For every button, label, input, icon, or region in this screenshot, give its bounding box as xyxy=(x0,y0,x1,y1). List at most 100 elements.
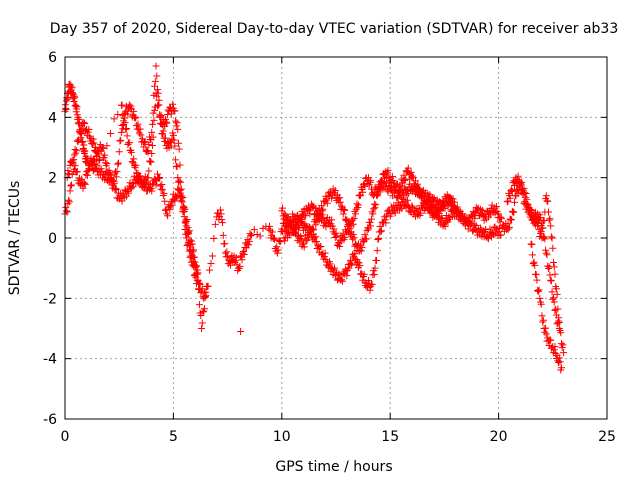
data-point xyxy=(180,204,188,212)
data-point xyxy=(226,261,234,269)
data-point xyxy=(216,206,224,214)
data-point xyxy=(353,200,361,208)
data-point xyxy=(419,192,427,200)
data-point xyxy=(245,237,253,245)
data-point xyxy=(128,180,136,188)
data-point xyxy=(312,233,320,241)
data-point xyxy=(423,197,431,205)
data-point xyxy=(194,276,202,284)
data-point xyxy=(208,252,216,260)
data-point xyxy=(146,157,154,165)
y-tick-label: 2 xyxy=(48,171,57,187)
data-point xyxy=(350,254,358,262)
data-point xyxy=(282,216,290,224)
data-point xyxy=(314,217,322,225)
data-point xyxy=(508,216,516,224)
data-point xyxy=(341,206,349,214)
data-point xyxy=(324,192,332,200)
data-point xyxy=(404,164,412,172)
data-point xyxy=(404,196,412,204)
data-point xyxy=(123,187,131,195)
data-point xyxy=(86,133,94,141)
data-point xyxy=(110,179,118,187)
data-point xyxy=(161,206,169,214)
data-point xyxy=(144,148,152,156)
data-point xyxy=(302,225,310,233)
data-point xyxy=(487,211,495,219)
data-point xyxy=(114,159,122,167)
data-point xyxy=(73,103,81,111)
y-tick-label: 4 xyxy=(48,110,57,126)
data-point xyxy=(159,186,167,194)
data-point xyxy=(190,271,198,279)
data-point xyxy=(376,186,384,194)
data-point xyxy=(210,235,218,243)
data-point xyxy=(191,270,199,278)
data-point xyxy=(479,206,487,214)
data-point xyxy=(516,180,524,188)
data-point xyxy=(528,206,536,214)
tick-labels: 0 5 10 15 20 25 -6 -4 -2 0 2 4 6 xyxy=(43,50,616,445)
data-point xyxy=(150,116,158,124)
data-point xyxy=(219,231,227,239)
data-point xyxy=(513,175,521,183)
data-point xyxy=(302,222,310,230)
data-point xyxy=(256,232,264,240)
data-point xyxy=(349,230,357,238)
data-point xyxy=(557,329,565,337)
data-point xyxy=(211,220,219,228)
data-point xyxy=(140,138,148,146)
data-point xyxy=(370,205,378,213)
data-point xyxy=(107,171,115,179)
data-point xyxy=(156,182,164,190)
data-point xyxy=(232,254,240,262)
data-point xyxy=(407,168,415,176)
data-point xyxy=(114,160,122,168)
data-point xyxy=(200,305,208,313)
data-point xyxy=(550,346,558,354)
data-point xyxy=(510,208,518,216)
data-point xyxy=(361,278,369,286)
data-point xyxy=(124,186,132,194)
data-point xyxy=(276,237,284,245)
data-point xyxy=(519,190,527,198)
data-point xyxy=(547,276,555,284)
data-point xyxy=(151,106,159,114)
data-point xyxy=(371,204,379,212)
data-point xyxy=(344,220,352,228)
data-point xyxy=(175,177,183,185)
data-point xyxy=(539,233,547,241)
data-point xyxy=(167,110,175,118)
data-point xyxy=(551,306,559,314)
data-point xyxy=(340,206,348,214)
data-point xyxy=(515,179,523,187)
data-point xyxy=(357,247,365,255)
data-point xyxy=(539,318,547,326)
data-point xyxy=(450,202,458,210)
data-point xyxy=(305,234,313,242)
data-point xyxy=(281,211,289,219)
data-point xyxy=(180,213,188,221)
data-point xyxy=(66,187,74,195)
data-point xyxy=(551,343,559,351)
data-point xyxy=(283,213,291,221)
data-point xyxy=(356,192,364,200)
data-point xyxy=(341,215,349,223)
data-point xyxy=(177,185,185,193)
data-point xyxy=(544,197,552,205)
data-point xyxy=(140,143,148,151)
data-point xyxy=(427,202,435,210)
data-point xyxy=(369,189,377,197)
data-point xyxy=(266,222,274,230)
data-point xyxy=(527,240,535,248)
data-point xyxy=(76,128,84,136)
data-point xyxy=(193,262,201,270)
data-point xyxy=(139,180,147,188)
data-point xyxy=(120,114,128,122)
data-point xyxy=(377,228,385,236)
data-point xyxy=(177,189,185,197)
data-point xyxy=(219,219,227,227)
data-point xyxy=(175,145,183,153)
data-point xyxy=(132,113,140,121)
